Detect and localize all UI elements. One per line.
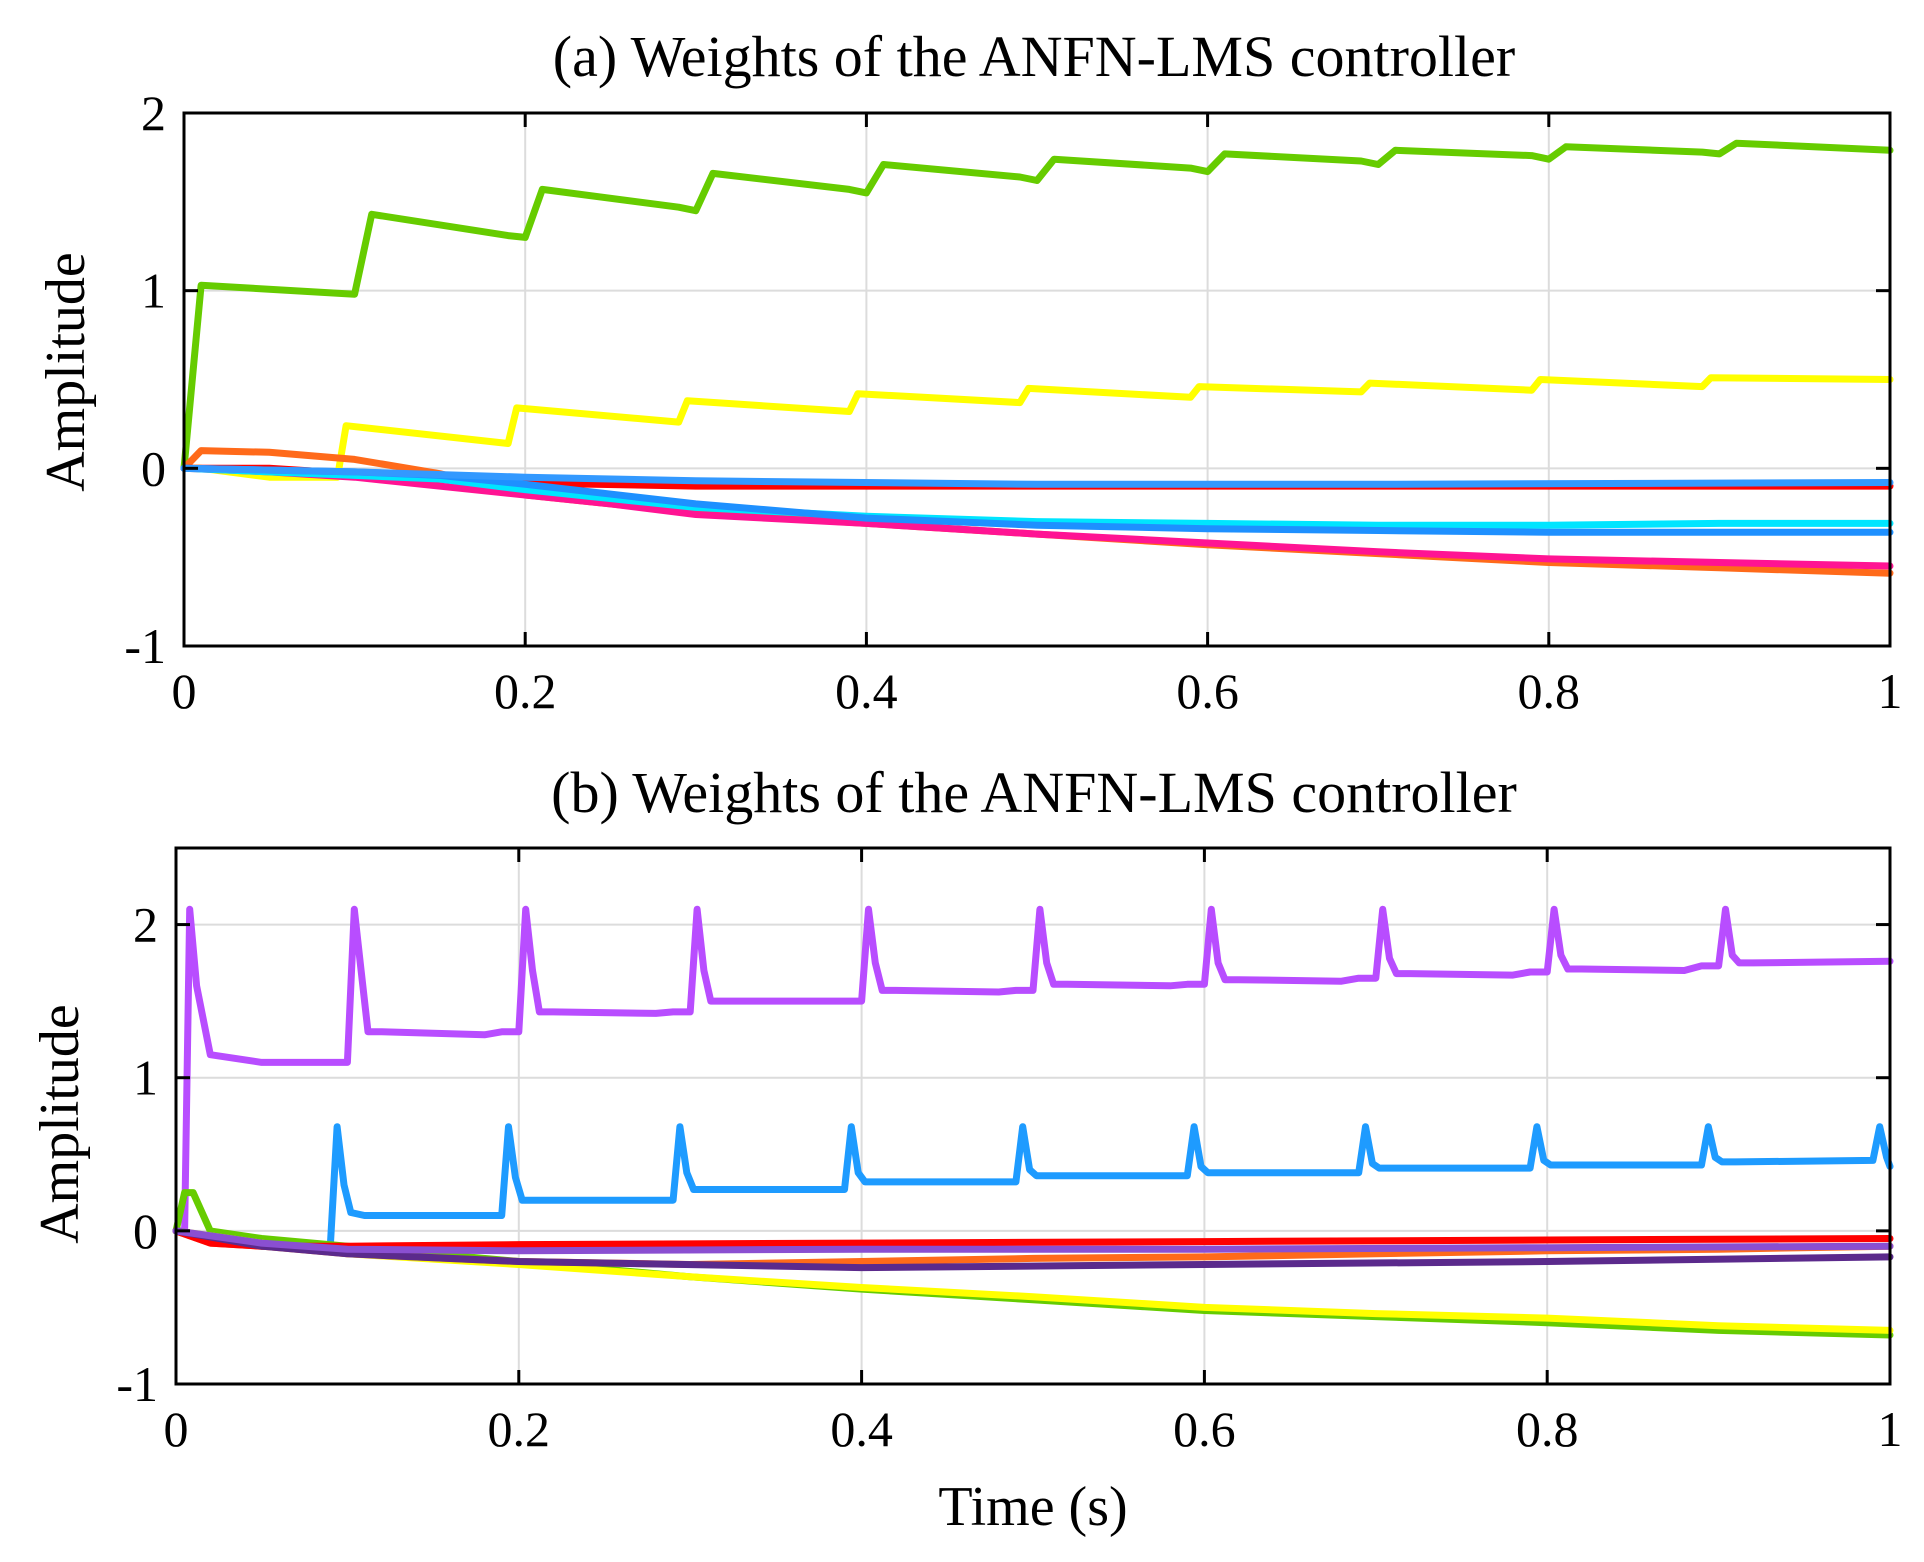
panel-b-ytick-label-1: 0 bbox=[133, 1203, 158, 1259]
panel-a-title: (a) Weights of the ANFN-LMS controller bbox=[553, 24, 1515, 89]
panel-b-ytick-label-3: 2 bbox=[133, 897, 158, 953]
panel-b-series-line-w8 bbox=[172, 1227, 1894, 1255]
panel-a-ytick-label-3: 2 bbox=[141, 85, 166, 141]
panel-a-xtick-label-0: 0 bbox=[172, 663, 197, 719]
panel-a-xtick-label-4: 0.8 bbox=[1518, 663, 1581, 719]
panel-a-axes-box bbox=[182, 111, 1892, 648]
panel-b-xlabel: Time (s) bbox=[938, 1476, 1127, 1538]
panel-b-series-line-w1 bbox=[172, 905, 1894, 1235]
panel-b-ytick-label-2: 1 bbox=[133, 1050, 158, 1106]
panel-a-ytick-label-1: 0 bbox=[141, 440, 166, 496]
panel-a-xtick-label-1: 0.2 bbox=[494, 663, 557, 719]
panel-b-series-line-w2 bbox=[172, 1123, 1894, 1250]
panel-b-title: (b) Weights of the ANFN-LMS controller bbox=[551, 760, 1517, 825]
panel-a-ylabel: Amplitude bbox=[35, 252, 97, 492]
panel-b-xtick-label-4: 0.8 bbox=[1516, 1401, 1579, 1457]
panel-b-ylabel: Amplitude bbox=[29, 1004, 91, 1244]
panel-b-series-group bbox=[172, 905, 1894, 1339]
panel-b-xtick-label-1: 0.2 bbox=[488, 1401, 551, 1457]
panel-b-ytick-label-0: -1 bbox=[116, 1356, 158, 1412]
panel-a-xtick-label-5: 1 bbox=[1878, 663, 1903, 719]
panel-a-series-group bbox=[180, 139, 1894, 577]
panel-b-series-line-w6 bbox=[172, 1227, 1894, 1250]
panel-a-xtick-label-3: 0.6 bbox=[1176, 663, 1239, 719]
panel-a-xtick-label-2: 0.4 bbox=[835, 663, 898, 719]
panel-b-grid bbox=[175, 848, 1891, 1385]
panel-b-xtick-label-0: 0 bbox=[164, 1401, 189, 1457]
panel-a-ytick-label-0: -1 bbox=[124, 618, 166, 674]
panel-b-xtick-label-3: 0.6 bbox=[1173, 1401, 1236, 1457]
panel-b-axes-box bbox=[174, 846, 1892, 1386]
panel-a: (a) Weights of the ANFN-LMS controller A… bbox=[35, 24, 1903, 719]
panel-b-xtick-label-5: 1 bbox=[1878, 1401, 1903, 1457]
panel-a-ytick-label-2: 1 bbox=[141, 263, 166, 319]
panel-a-series-line-w8 bbox=[180, 464, 1894, 488]
panel-a-series-line-w1 bbox=[180, 374, 1894, 481]
panel-a-series-line-w2 bbox=[180, 139, 1894, 472]
panel-b: (b) Weights of the ANFN-LMS controller A… bbox=[29, 760, 1903, 1538]
panel-b-xtick-label-2: 0.4 bbox=[830, 1401, 893, 1457]
